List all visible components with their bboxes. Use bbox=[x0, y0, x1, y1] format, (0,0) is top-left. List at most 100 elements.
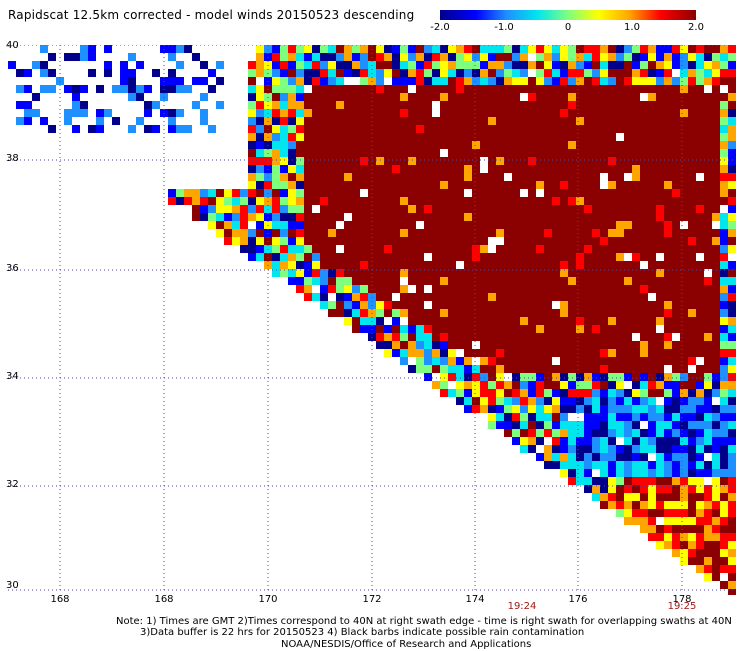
swath-cell bbox=[560, 333, 568, 341]
swath-cell bbox=[720, 157, 728, 165]
swath-cell bbox=[704, 373, 712, 381]
swath-cell bbox=[384, 157, 392, 165]
swath-cell bbox=[608, 269, 616, 277]
swath-cell bbox=[624, 125, 632, 133]
lat-label-36: 36 bbox=[6, 263, 19, 274]
swath-cell bbox=[472, 245, 480, 253]
swath-cell bbox=[280, 53, 288, 61]
swath-cell bbox=[544, 205, 552, 213]
swath-cell bbox=[616, 141, 624, 149]
swath-cell bbox=[352, 213, 360, 221]
swath-cell bbox=[640, 453, 648, 461]
swath-cell bbox=[584, 357, 592, 365]
swath-cell bbox=[672, 533, 680, 541]
swath-cell bbox=[664, 397, 672, 405]
swath-cell bbox=[48, 53, 56, 61]
swath-cell bbox=[656, 493, 664, 501]
swath-cell bbox=[408, 293, 416, 301]
swath-cell bbox=[608, 453, 616, 461]
swath-cell bbox=[72, 53, 80, 61]
swath-cell bbox=[624, 77, 632, 85]
swath-cell bbox=[664, 165, 672, 173]
swath-cell bbox=[672, 149, 680, 157]
swath-cell bbox=[696, 277, 704, 285]
swath-cell bbox=[648, 445, 656, 453]
swath-cell bbox=[512, 181, 520, 189]
swath-cell bbox=[680, 245, 688, 253]
swath-cell bbox=[80, 53, 88, 61]
swath-cell bbox=[696, 165, 704, 173]
swath-cell bbox=[728, 165, 736, 173]
swath-cell bbox=[344, 205, 352, 213]
swath-cell bbox=[464, 349, 472, 357]
swath-cell bbox=[472, 53, 480, 61]
swath-cell bbox=[584, 125, 592, 133]
swath-cell bbox=[280, 93, 288, 101]
swath-cell bbox=[608, 397, 616, 405]
swath-cell bbox=[168, 189, 176, 197]
swath-cell bbox=[360, 237, 368, 245]
swath-cell bbox=[568, 181, 576, 189]
swath-cell bbox=[616, 349, 624, 357]
swath-cell bbox=[576, 237, 584, 245]
swath-cell bbox=[152, 69, 160, 77]
swath-cell bbox=[712, 173, 720, 181]
swath-cell bbox=[328, 157, 336, 165]
swath-cell bbox=[728, 93, 736, 101]
swath-cell bbox=[512, 69, 520, 77]
swath-cell bbox=[568, 269, 576, 277]
swath-cell bbox=[248, 197, 256, 205]
swath-cell bbox=[520, 133, 528, 141]
swath-cell bbox=[384, 45, 392, 53]
swath-cell bbox=[656, 333, 664, 341]
swath-cell bbox=[464, 365, 472, 373]
swath-cell bbox=[480, 93, 488, 101]
swath-cell bbox=[504, 85, 512, 93]
swath-cell bbox=[376, 309, 384, 317]
swath-cell bbox=[440, 389, 448, 397]
swath-cell bbox=[600, 493, 608, 501]
swath-cell bbox=[408, 317, 416, 325]
swath-cell bbox=[512, 437, 520, 445]
swath-cell bbox=[496, 77, 504, 85]
swath-cell bbox=[432, 357, 440, 365]
swath-cell bbox=[472, 333, 480, 341]
swath-cell bbox=[536, 149, 544, 157]
swath-cell bbox=[488, 45, 496, 53]
swath-cell bbox=[384, 189, 392, 197]
swath-cell bbox=[520, 381, 528, 389]
swath-cell bbox=[456, 341, 464, 349]
swath-cell bbox=[688, 517, 696, 525]
swath-cell bbox=[688, 341, 696, 349]
swath-cell bbox=[696, 525, 704, 533]
swath-cell bbox=[288, 253, 296, 261]
swath-cell bbox=[488, 421, 496, 429]
swath-cell bbox=[16, 117, 24, 125]
swath-cell bbox=[560, 213, 568, 221]
swath-cell bbox=[552, 253, 560, 261]
swath-cell bbox=[440, 141, 448, 149]
swath-cell bbox=[712, 93, 720, 101]
swath-cell bbox=[576, 469, 584, 477]
swath-cell bbox=[352, 45, 360, 53]
swath-cell bbox=[496, 397, 504, 405]
swath-cell bbox=[720, 341, 728, 349]
swath-cell bbox=[304, 261, 312, 269]
swath-cell bbox=[528, 85, 536, 93]
swath-cell bbox=[352, 237, 360, 245]
swath-cell bbox=[256, 125, 264, 133]
swath-cell bbox=[728, 565, 736, 573]
swath-cell bbox=[392, 165, 400, 173]
swath-cell bbox=[416, 357, 424, 365]
swath-cell bbox=[688, 437, 696, 445]
swath-cell bbox=[392, 245, 400, 253]
swath-cell bbox=[728, 445, 736, 453]
swath-cell bbox=[448, 149, 456, 157]
swath-cell bbox=[592, 325, 600, 333]
swath-cell bbox=[608, 285, 616, 293]
swath-cell bbox=[512, 357, 520, 365]
swath-cell bbox=[448, 197, 456, 205]
swath-cell bbox=[704, 349, 712, 357]
swath-cell bbox=[424, 117, 432, 125]
swath-cell bbox=[640, 365, 648, 373]
